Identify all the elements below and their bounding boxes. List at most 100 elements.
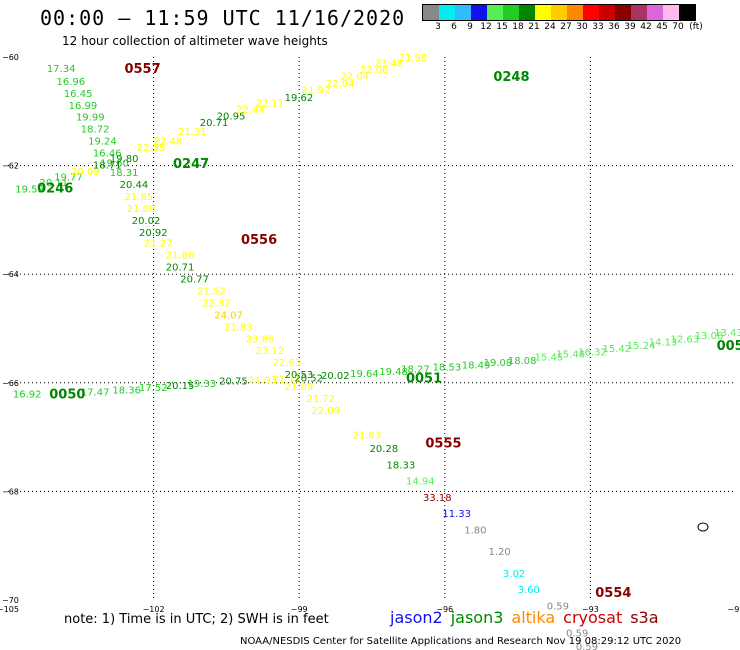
wave-height-value: 19.80 (110, 154, 139, 165)
legend-unit: (ft) (689, 22, 703, 32)
wave-height-value: 16.96 (57, 77, 86, 88)
map-title: 00:00 – 11:59 UTC 11/16/2020 (40, 6, 406, 30)
legend-label: 9 (467, 22, 473, 32)
wave-height-value: 20.53 (285, 370, 314, 381)
wave-height-value: 16.46 (93, 149, 122, 160)
legend-swatch (615, 5, 631, 20)
wave-height-value: 21.03 (353, 430, 382, 441)
wave-height-value: 13.43 (714, 328, 740, 339)
wave-height-value: 22.11 (256, 99, 285, 110)
wave-height-value: 3.02 (503, 569, 525, 580)
wave-height-value: 1.20 (488, 547, 510, 558)
legend-label: 33 (592, 22, 604, 32)
wave-height-value: 19.59 (15, 184, 44, 195)
wave-height-value: 18.71 (93, 161, 122, 172)
legend-swatch (471, 5, 487, 20)
wave-height-value: 16.92 (13, 390, 42, 401)
wave-height-value: 0.59 (566, 629, 588, 640)
wave-height-value: 15.24 (627, 341, 656, 352)
lat-tick-label: −62 (2, 162, 19, 171)
legend-swatch (519, 5, 535, 20)
wave-height-value: 33.18 (423, 493, 452, 504)
legend-label: 45 (656, 22, 668, 32)
legend-label: 36 (608, 22, 620, 32)
wave-height-value: 20.71 (166, 263, 195, 274)
footer-credit: NOAA/NESDIS Center for Satellite Applica… (240, 636, 682, 647)
pass-id-label: 0051 (406, 371, 442, 386)
pass-id-label: 0248 (493, 70, 529, 85)
wave-height-value: 18.49 (462, 360, 491, 371)
wave-height-value: 21.52 (197, 286, 226, 297)
wave-height-value: 21.03 (248, 376, 277, 387)
wave-height-value: 15.45 (535, 353, 564, 364)
wave-height-value: 20.71 (200, 118, 229, 129)
wave-height-value: 21.09 (285, 382, 314, 393)
wave-height-value: 18.33 (387, 460, 416, 471)
legend-swatches (422, 4, 696, 21)
wave-height-value: 22.32 (202, 298, 231, 309)
wave-height-value: 21.27 (144, 239, 173, 250)
island-outline (697, 522, 709, 532)
wave-height-value: 23.66 (246, 334, 275, 345)
wave-height-value: 21.92 (302, 86, 331, 97)
wave-height-value: 20.52 (294, 373, 323, 384)
wave-height-value: 11.33 (442, 509, 471, 520)
legend-swatch (567, 5, 583, 20)
wave-height-value: 18.08 (508, 356, 537, 367)
legend-swatch (647, 5, 663, 20)
wave-height-value: 17.52 (139, 383, 168, 394)
lat-tick-label: −60 (2, 53, 19, 62)
wave-height-value: 22.55 (137, 143, 166, 154)
wave-height-value: 20.15 (166, 381, 195, 392)
wave-height-value: 15.48 (556, 349, 585, 360)
legend-swatch (439, 5, 455, 20)
satellite-jason3: jason3 (450, 608, 504, 627)
legend-label: 18 (512, 22, 524, 32)
wave-height-value: 17.47 (81, 387, 110, 398)
pass-id-label: 0246 (37, 181, 73, 196)
wave-height-value: 0.59 (576, 642, 598, 650)
pass-id-label: 0557 (124, 62, 160, 77)
legend-swatch (679, 5, 695, 20)
color-legend: 3 6 9 12 15 18 21 24 27 30 33 36 39 42 45 70 (ft) (422, 4, 703, 35)
wave-height-value: 18.31 (110, 168, 139, 179)
legend-label: 24 (544, 22, 556, 32)
wave-height-value: 24.07 (214, 310, 243, 321)
pass-id-label: 0247 (173, 157, 209, 172)
wave-height-value: 20.11 (40, 178, 69, 189)
pass-id-label: 0052 (717, 339, 740, 354)
wave-height-value: 20.92 (139, 228, 168, 239)
wave-height-value: 18.72 (81, 125, 110, 136)
wave-height-value: 22.44 (236, 105, 265, 116)
legend-label: 3 (435, 22, 441, 32)
wave-height-value: 21.11 (273, 374, 302, 385)
wave-height-value: 19.77 (54, 172, 83, 183)
wave-height-value: 20.77 (180, 275, 209, 286)
wave-height-value: 21.83 (224, 322, 253, 333)
wave-height-value: 22.09 (311, 406, 340, 417)
wave-height-value: 19.60 (100, 158, 129, 169)
wave-height-value: 20.02 (321, 371, 350, 382)
wave-height-value: 21.72 (306, 394, 335, 405)
lat-tick-label: −64 (2, 270, 19, 279)
satellite-altika: altika (511, 608, 556, 627)
pass-id-label: 0556 (241, 233, 277, 248)
wave-height-value: 19.08 (484, 358, 513, 369)
wave-height-value: 21.98 (399, 53, 428, 64)
legend-label: 21 (528, 22, 540, 32)
legend-label: 27 (560, 22, 572, 32)
lon-tick-label: −90 (728, 605, 740, 614)
legend-label: 12 (480, 22, 492, 32)
wave-height-value: 13.08 (695, 331, 724, 342)
wave-height-value: 18.27 (401, 365, 430, 376)
legend-labels: 3 6 9 12 15 18 21 24 27 30 33 36 39 42 45 70 (ft) (422, 21, 703, 35)
wave-height-value: 22.04 (340, 71, 369, 82)
lon-tick-label: −93 (582, 605, 599, 614)
wave-height-value: 21.85 (124, 192, 153, 203)
legend-swatch (631, 5, 647, 20)
satellite-legend: jason2 jason3 altika cryosat s3a (390, 608, 667, 627)
wave-height-value: 3.60 (518, 585, 540, 596)
wave-height-value: 20.28 (370, 444, 399, 455)
wave-height-value: 20.02 (132, 216, 161, 227)
